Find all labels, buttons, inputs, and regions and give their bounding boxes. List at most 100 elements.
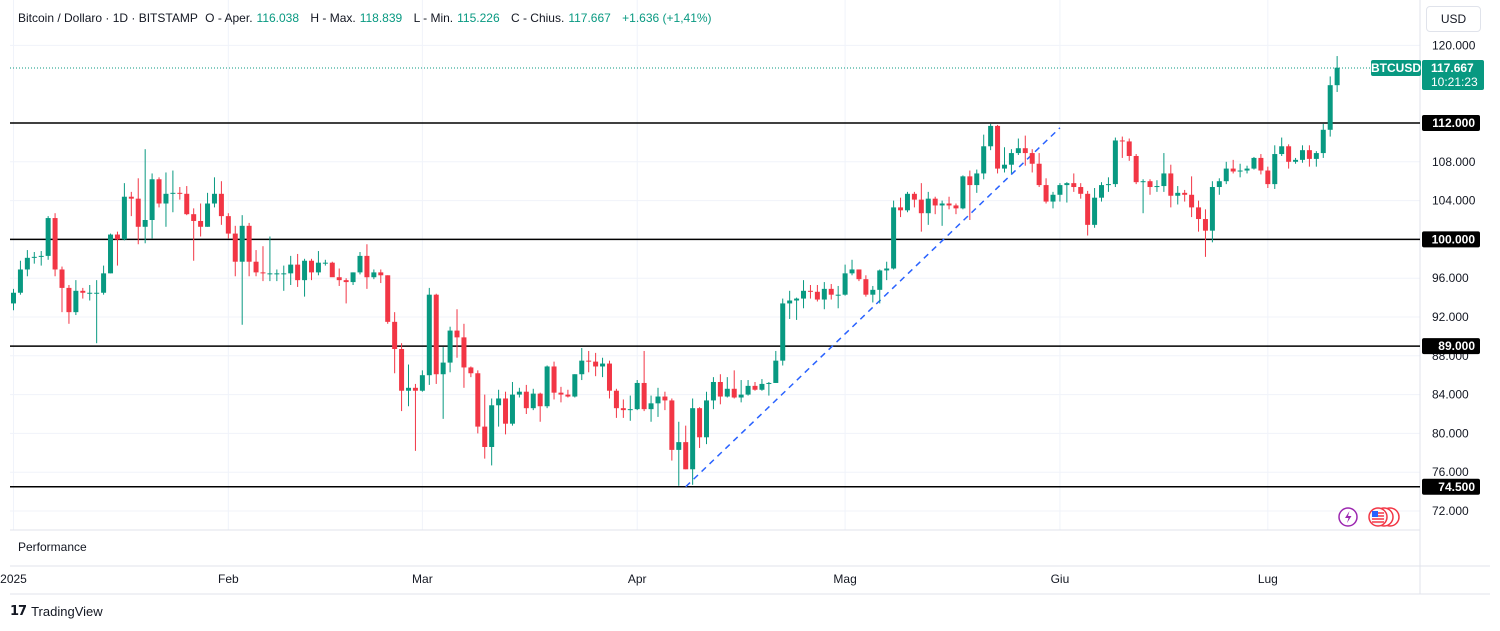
x-tick-label: Feb — [218, 572, 239, 586]
candle — [433, 293, 439, 384]
candle — [1286, 144, 1292, 169]
candle — [586, 350, 592, 373]
candle-body — [433, 294, 439, 375]
candle-body — [1029, 153, 1035, 164]
candle-body — [704, 400, 709, 438]
candle — [641, 350, 647, 412]
candle-body — [350, 272, 356, 283]
symbol-title[interactable]: Bitcoin / Dollaro · 1D · BITSTAMP — [18, 11, 198, 25]
candle-body — [641, 382, 647, 410]
candle-body — [406, 387, 412, 391]
candle — [1071, 173, 1077, 192]
x-tick-label: Mar — [412, 572, 433, 586]
candle-body — [392, 321, 398, 350]
candle — [1168, 164, 1174, 208]
x-tick-label: Apr — [628, 572, 647, 586]
candle — [558, 386, 564, 403]
candle-body — [1112, 140, 1118, 185]
candle-body — [1147, 181, 1153, 188]
candle-body — [579, 360, 585, 375]
x-tick-label: 2025 — [0, 572, 27, 586]
close-value: 117.667 — [568, 11, 611, 25]
candle — [17, 260, 23, 295]
candle-body — [1022, 148, 1028, 154]
candle — [946, 196, 952, 210]
candle-body — [253, 261, 259, 273]
candle — [1085, 190, 1091, 236]
trendline-line — [685, 127, 1061, 488]
candle-body — [1286, 146, 1292, 162]
candle — [80, 287, 86, 299]
candle-body — [863, 279, 869, 295]
candle-body — [267, 273, 273, 275]
us-flag-events-icon[interactable] — [1368, 507, 1400, 527]
candle — [1313, 151, 1319, 167]
candle-body — [274, 273, 280, 275]
candle-body — [648, 403, 654, 410]
candle-body — [1154, 186, 1160, 188]
candle — [932, 196, 938, 215]
candle — [399, 343, 405, 412]
horizontal-levels[interactable] — [10, 122, 1420, 488]
price-badge-bg — [1422, 60, 1484, 91]
time-axis[interactable]: 2025 Feb Mar Apr Mag Giu Lug — [0, 572, 1278, 586]
x-tick-label: Giu — [1051, 572, 1070, 586]
candle-body — [1126, 141, 1132, 156]
candle — [981, 134, 987, 180]
candle — [392, 312, 398, 374]
candle-body — [724, 388, 730, 397]
candle-body — [960, 176, 966, 209]
candle-body — [218, 193, 224, 217]
candle-body — [780, 303, 786, 361]
price-axis[interactable]: 72.00076.00080.00084.00088.00092.00096.0… — [1422, 38, 1480, 518]
candle — [669, 398, 675, 461]
candle-body — [1196, 207, 1202, 220]
candle — [766, 381, 772, 396]
candle — [738, 380, 744, 403]
candle-body — [357, 255, 363, 273]
candle — [1306, 145, 1312, 167]
candle — [11, 288, 16, 311]
level-badge-label: 112.000 — [1432, 116, 1475, 130]
candle — [302, 258, 308, 297]
candle — [1216, 178, 1222, 195]
performance-label[interactable]: Performance — [18, 540, 87, 554]
candle — [877, 269, 883, 304]
candle-body — [946, 203, 952, 206]
candle — [1105, 177, 1111, 192]
trendline[interactable] — [685, 127, 1061, 488]
low-label: L - Min. — [413, 11, 454, 25]
candle — [1029, 149, 1035, 173]
tradingview-logo[interactable]: 17 TradingView — [10, 604, 103, 619]
candle — [1189, 176, 1195, 218]
candle — [1251, 156, 1257, 170]
candle-body — [974, 173, 980, 186]
candle — [177, 187, 183, 200]
candle-body — [856, 269, 862, 280]
candle-body — [898, 207, 904, 211]
candle-body — [877, 270, 883, 290]
candle — [697, 407, 703, 448]
candle-body — [108, 234, 114, 274]
currency-button[interactable]: USD — [1426, 6, 1481, 32]
candle-body — [884, 268, 890, 271]
candle — [752, 381, 758, 391]
candle — [225, 213, 231, 239]
candle — [662, 391, 668, 411]
candle — [1092, 187, 1098, 228]
candle-body — [80, 290, 86, 293]
candle — [995, 124, 1001, 174]
candle-body — [73, 290, 79, 313]
candle-body — [149, 179, 155, 220]
candle — [787, 290, 793, 319]
candle-body — [1320, 129, 1326, 154]
candle-body — [904, 193, 910, 211]
candle-body — [496, 398, 502, 406]
y-tick-label: 72.000 — [1432, 504, 1469, 518]
candle — [634, 380, 640, 411]
bolt-icon[interactable] — [1338, 507, 1358, 527]
candle — [281, 265, 287, 291]
candle — [73, 280, 79, 316]
